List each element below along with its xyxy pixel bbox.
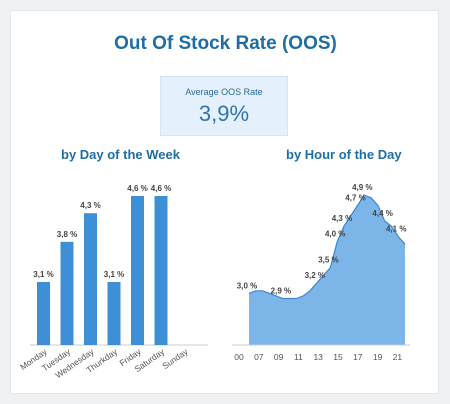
hour-chart-title: by Hour of the Day — [286, 147, 402, 162]
day-bar-label: 4,3 % — [80, 201, 100, 210]
day-tick-label: Sunday — [160, 346, 190, 371]
day-bar-label: 3,8 % — [57, 230, 77, 239]
hour-point-label: 4,4 % — [372, 209, 392, 218]
hour-tick-label: 09 — [274, 352, 284, 362]
page-title: Out Of Stock Rate (OOS) — [114, 33, 337, 54]
day-bar — [37, 281, 50, 345]
hour-tick-label: 11 — [294, 352, 303, 362]
hour-point-label: 3,0 % — [237, 281, 257, 290]
kpi-box: Average OOS Rate 3,9% — [160, 76, 288, 136]
hour-tick-label: 07 — [254, 352, 264, 362]
hour-point-label: 4,0 % — [325, 230, 345, 239]
hour-tick-label: 15 — [333, 352, 343, 362]
hour-line — [248, 194, 406, 300]
hour-point-label: 3,2 % — [305, 271, 325, 280]
day-bar — [84, 213, 97, 345]
hour-tick-label: 13 — [313, 352, 323, 362]
hour-point-label: 2,9 % — [271, 287, 291, 296]
hour-point-label: 4,9 % — [352, 183, 372, 192]
day-bar-label: 3,1 % — [33, 270, 53, 279]
hour-tick-label: 00 — [234, 352, 244, 362]
hour-point-label: 3,5 % — [318, 256, 338, 265]
hour-point-label: 4,3 % — [332, 214, 352, 223]
day-bar-label: 4,6 % — [151, 184, 171, 193]
hour-area — [249, 195, 405, 345]
day-bar — [107, 281, 121, 345]
hour-tick-label: 17 — [353, 352, 363, 362]
day-chart-title: by Day of the Week — [61, 147, 180, 162]
hour-tick-label: 19 — [373, 352, 383, 362]
day-bar — [131, 196, 144, 345]
hour-point-label: 4,7 % — [345, 194, 365, 203]
day-bar — [60, 241, 74, 345]
day-bar-label: 4,6 % — [127, 184, 147, 193]
hour-tick-label: 21 — [393, 352, 403, 362]
kpi-value: 3,9% — [198, 101, 250, 126]
day-bar-label: 3,1 % — [104, 270, 124, 279]
hour-point-label: 4,1 % — [386, 225, 406, 234]
day-bar — [154, 196, 168, 345]
kpi-label: Average OOS Rate — [185, 87, 263, 97]
